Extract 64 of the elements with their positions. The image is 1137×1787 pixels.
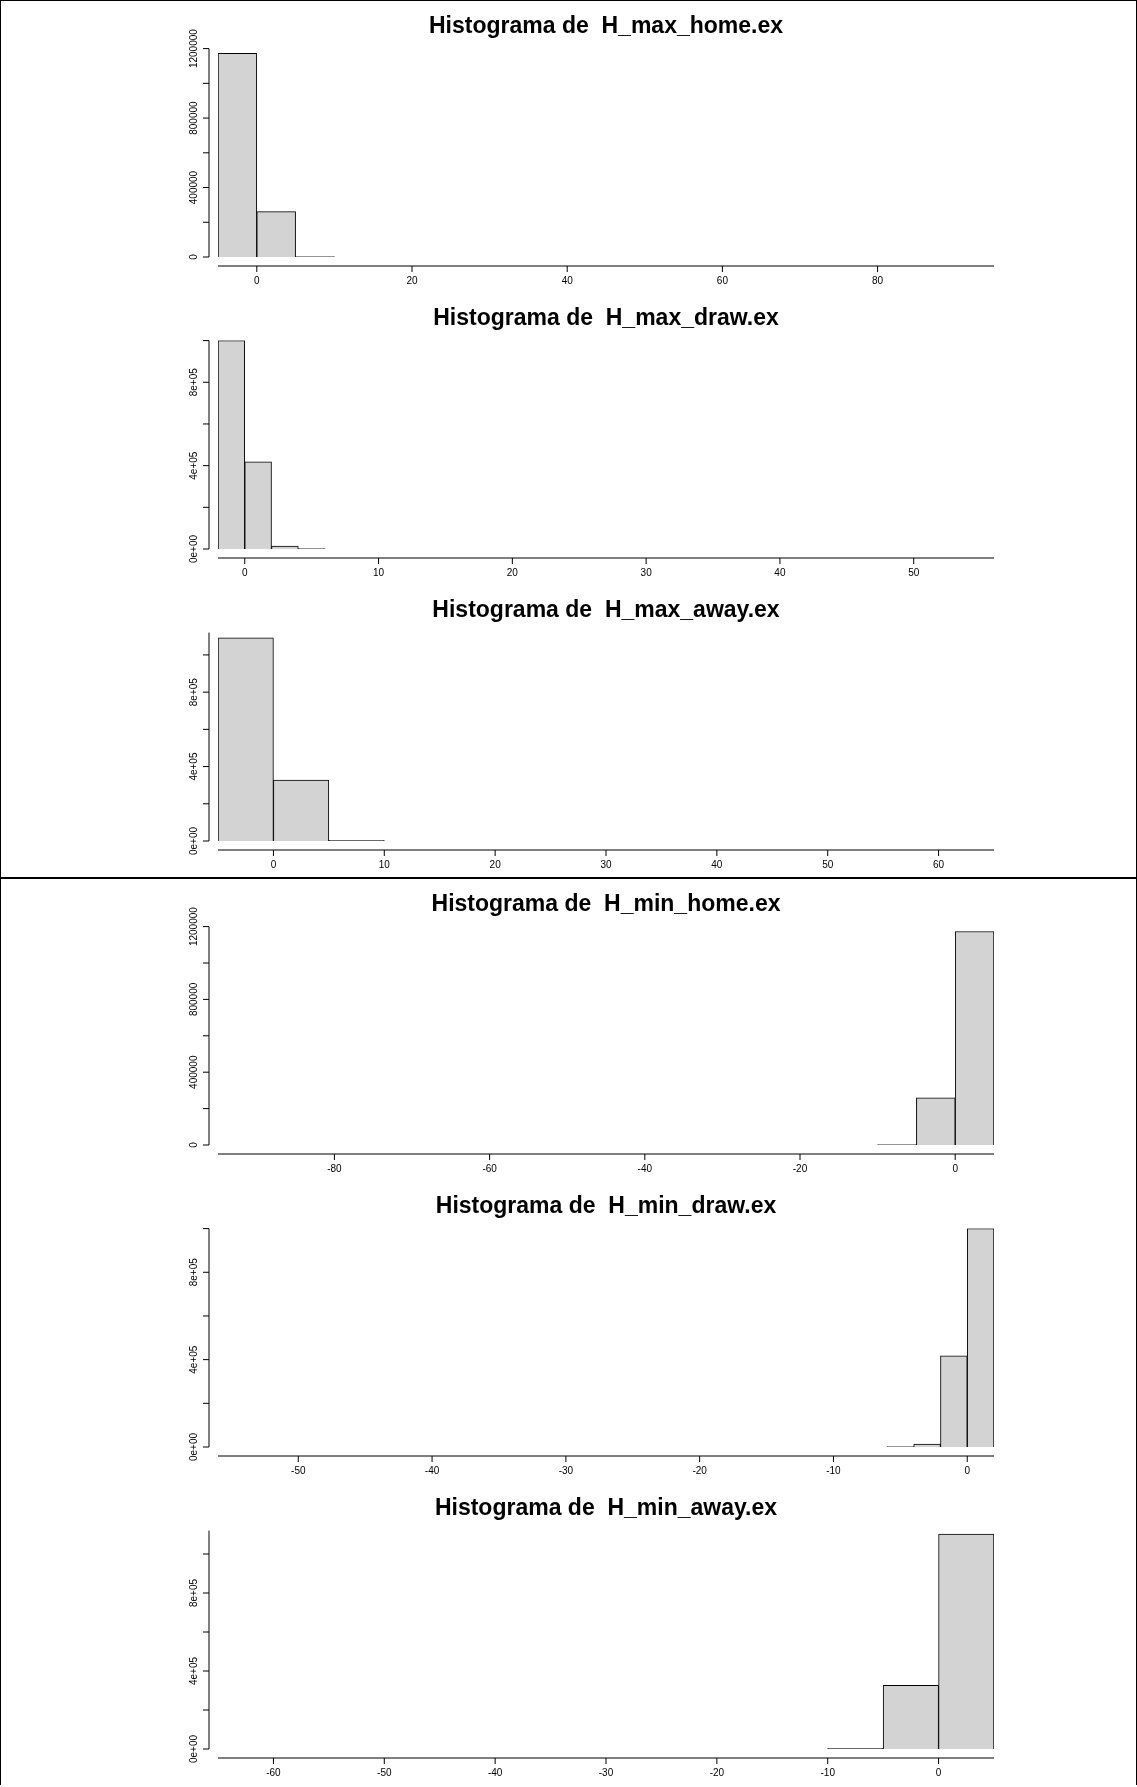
y-tick-label: 4e+05 [187, 752, 199, 781]
x-tick-label: 20 [406, 274, 418, 286]
y-tick-label: 1200000 [187, 906, 199, 947]
x-tick-label: 0 [964, 1464, 971, 1476]
y-tick-label: 1200000 [187, 28, 199, 69]
x-tick-label: -50 [377, 1766, 392, 1778]
x-tick-label: -20 [692, 1464, 708, 1476]
chart-title: Histograma de H_max_draw.ex [433, 304, 779, 331]
y-tick-label: 400000 [187, 170, 199, 205]
frame: Histograma de H_max_home.ex 0 20 40 60 80 0 400000 800000 1200000 Histograma de H_max_draw.ex 0 10 20 30 40 50 0e+00 4e+05 8e+05 Histograma de H_max_away.ex 0 10 20 30 40 50 60 0e+00 4e+05 8e+05 [0, 0, 1137, 878]
x-tick-label: 0 [254, 274, 261, 286]
y-tick-label: 0e+00 [187, 1432, 199, 1462]
x-tick-label: -20 [709, 1766, 725, 1778]
x-tick-label: -80 [327, 1162, 343, 1174]
chart-title: Histograma de H_min_home.ex [431, 890, 781, 917]
x-tick-label: 40 [711, 858, 723, 870]
x-tick-label: -10 [826, 1464, 842, 1476]
x-tick-label: 10 [372, 566, 385, 578]
y-tick-label: 4e+05 [187, 1345, 199, 1374]
x-tick-label: 80 [872, 274, 884, 286]
x-tick-label: 0 [270, 858, 277, 870]
x-tick-label: 20 [506, 566, 519, 578]
x-tick-label: -40 [637, 1162, 653, 1174]
y-tick-label: 4e+05 [187, 1656, 199, 1686]
x-tick-label: 20 [489, 858, 502, 870]
x-tick-label: 60 [933, 858, 945, 870]
x-tick-label: 0 [241, 566, 248, 578]
y-tick-label: 0e+00 [187, 534, 199, 564]
x-tick-label: 10 [378, 858, 391, 870]
x-tick-label: 30 [600, 858, 612, 870]
y-tick-label: 8e+05 [187, 1578, 199, 1608]
chart-title: Histograma de H_min_draw.ex [435, 1192, 777, 1219]
x-tick-label: 30 [640, 566, 653, 578]
y-tick-label: 8e+05 [187, 367, 199, 397]
chart-title: Histograma de H_max_home.ex [428, 12, 784, 39]
x-tick-label: -30 [598, 1766, 614, 1778]
x-tick-label: -40 [487, 1766, 503, 1778]
y-tick-label: 800000 [187, 982, 199, 1017]
x-tick-label: 40 [561, 274, 574, 286]
y-tick-label: 0e+00 [187, 826, 199, 856]
y-tick-label: 0 [187, 253, 199, 260]
x-tick-label: 50 [822, 858, 834, 870]
x-tick-label: -60 [482, 1162, 498, 1174]
y-tick-label: 8e+05 [187, 1257, 199, 1287]
y-tick-label: 8e+05 [187, 677, 199, 707]
x-tick-label: 50 [908, 566, 920, 578]
x-tick-label: 60 [716, 274, 729, 286]
x-tick-label: 0 [952, 1162, 959, 1174]
x-tick-label: -20 [792, 1162, 808, 1174]
y-tick-label: 4e+05 [187, 451, 199, 480]
x-tick-label: -50 [291, 1464, 306, 1476]
chart-title: Histograma de H_min_away.ex [434, 1494, 778, 1521]
x-tick-label: 0 [935, 1766, 942, 1778]
y-tick-label: 0 [187, 1141, 199, 1148]
y-tick-label: 400000 [187, 1055, 199, 1089]
x-tick-label: -40 [424, 1464, 440, 1476]
x-tick-label: -30 [558, 1464, 574, 1476]
y-tick-label: 0e+00 [187, 1734, 199, 1764]
frame: Histograma de H_min_home.ex -80 -60 -40 -20 0 0 400000 800000 1200000 Histograma de H_min_draw.ex -50 -40 -30 -20 -10 0 0e+00 4e+05 8e+05 Histograma de H_min_away.ex -60 -50 -40 -30 -20 -10 0 0e+00 4e+05 8e+05 [0, 878, 1137, 1785]
x-tick-label: -60 [266, 1766, 282, 1778]
y-tick-label: 800000 [187, 100, 199, 135]
chart-title: Histograma de H_max_away.ex [432, 596, 780, 623]
x-tick-label: -10 [820, 1766, 836, 1778]
x-tick-label: 40 [774, 566, 786, 578]
